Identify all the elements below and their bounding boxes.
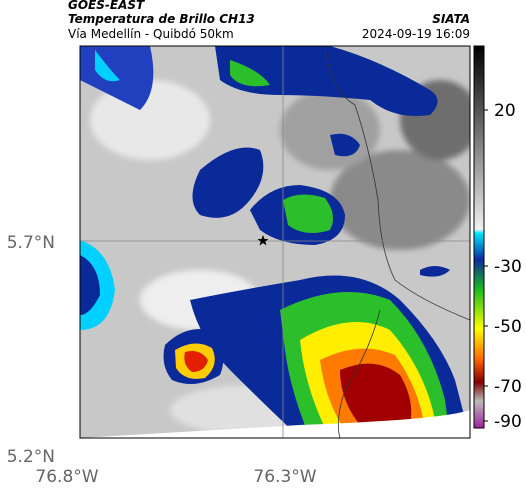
colorbar-tick-label: -50: [494, 317, 522, 337]
location: Vía Medellín - Quibdó 50km: [68, 27, 234, 41]
title: GOES-EAST: [68, 0, 145, 12]
map-frame: [79, 45, 471, 439]
timestamp: 2024-09-19 16:09: [362, 27, 470, 41]
subtitle: Temperatura de Brillo CH13: [68, 12, 255, 26]
colorbar-tick-label: -70: [494, 377, 522, 397]
y-tick-label: 5.2°N: [7, 447, 55, 467]
satellite-image: [80, 46, 470, 438]
source: SIATA: [432, 12, 470, 26]
x-tick-label: 76.8°W: [35, 467, 98, 487]
colorbar-tick-label: 20: [494, 101, 516, 121]
colorbar-tick-label: -90: [494, 412, 522, 432]
colorbar-tick-label: -30: [494, 257, 522, 277]
y-tick-label: 5.7°N: [7, 233, 55, 253]
colorbar: [473, 45, 485, 429]
x-tick-label: 76.3°W: [253, 467, 316, 487]
colorbar-ticks: 20 -30 -50 -70 -90: [484, 101, 522, 432]
